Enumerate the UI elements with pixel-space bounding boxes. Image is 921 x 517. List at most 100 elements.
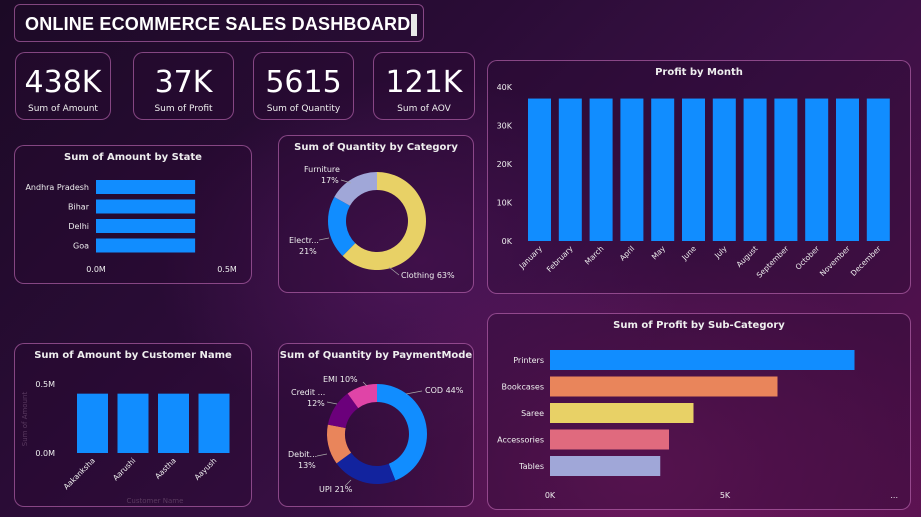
leader-line	[316, 453, 328, 457]
chart-profit-by-month[interactable]: Profit by Month 0K 10K 20K 30K 40K January Feb…	[487, 60, 911, 294]
payment-slice	[347, 384, 377, 409]
slice-label: EMI 10%	[323, 375, 358, 384]
x-tick-label: 5K	[720, 491, 731, 500]
category-donut-chart: Clothing 63% Electr... 21% Furniture 17%	[289, 165, 455, 280]
y-tick-label: 10K	[497, 199, 513, 208]
state-bar	[96, 180, 196, 194]
payment-slice	[327, 424, 352, 464]
x-tick-label: May	[650, 244, 668, 262]
leader-line	[340, 179, 352, 184]
month-bar	[774, 98, 798, 241]
slice-name: Furniture	[304, 165, 340, 174]
customer-bar	[77, 393, 108, 453]
customer-bar	[117, 393, 149, 453]
x-tick-label: April	[618, 244, 636, 262]
chart-title: Sum of Profit by Sub-Category	[613, 320, 785, 331]
category-slice	[328, 196, 356, 256]
slice-label: 21%	[299, 247, 317, 256]
x-tick-label: June	[679, 244, 698, 263]
payment-slice	[336, 452, 396, 484]
payment-donut-chart: COD 44% UPI 21% Debit... 13% Credit ... 12% EM…	[288, 375, 464, 494]
chart-amount-by-customer[interactable]: Sum of Amount by Customer Name 0.5M 0.0M S…	[14, 343, 252, 507]
x-tick-label: July	[712, 244, 729, 261]
x-tick-label: Aastha	[153, 456, 178, 481]
month-bar	[712, 98, 736, 241]
x-tick-label: December	[849, 243, 884, 278]
category-slice	[334, 172, 377, 206]
y-tick-label: 0.5M	[35, 380, 55, 389]
kpi-label: Sum of AOV	[397, 104, 451, 114]
subcategory-label: Tables	[518, 462, 544, 471]
kpi-card-profit[interactable]: 37K Sum of Profit	[133, 52, 234, 120]
kpi-value: 5615	[265, 65, 342, 100]
state-bar	[96, 219, 196, 233]
month-bar	[528, 98, 551, 241]
chart-title: Sum of Quantity by Category	[294, 142, 458, 153]
month-bar	[805, 98, 829, 241]
state-label: Delhi	[68, 222, 89, 231]
kpi-label: Sum of Quantity	[266, 104, 341, 114]
x-tick-label: November	[818, 243, 853, 278]
y-tick-label: 40K	[497, 83, 513, 92]
x-tick-label: February	[545, 244, 575, 274]
month-bar	[651, 98, 675, 241]
state-bar	[96, 238, 196, 253]
payment-slice	[377, 384, 428, 481]
category-slice	[342, 172, 426, 270]
chart-quantity-by-payment[interactable]: Sum of Quantity by PaymentMode COD 44% UP…	[278, 343, 474, 507]
x-tick-label: Aakanksha	[62, 456, 97, 491]
leader-line	[326, 401, 338, 405]
kpi-card-amount[interactable]: 438K Sum of Amount	[15, 52, 111, 120]
subcategory-bar-chart: Printers Bookcases Saree Accessories Tables 0…	[497, 350, 898, 500]
x-tick-label: March	[583, 244, 606, 267]
chart-quantity-by-category[interactable]: Sum of Quantity by Category Clothing 63%…	[278, 135, 474, 293]
x-tick-label: ...	[890, 491, 898, 500]
month-bar	[682, 98, 705, 241]
kpi-card-quantity[interactable]: 5615 Sum of Quantity	[253, 52, 354, 120]
month-bar	[743, 98, 767, 241]
chart-title: Sum of Quantity by PaymentMode	[279, 350, 473, 361]
state-label: Goa	[73, 242, 89, 251]
month-bar	[836, 98, 859, 241]
state-bar-chart: Andhra Pradesh Bihar Delhi Goa 0.0M 0.5M	[25, 180, 237, 274]
y-tick-label: 20K	[497, 160, 513, 169]
subcategory-bar	[550, 376, 778, 397]
kpi-value: 121K	[385, 65, 463, 100]
slice-label: COD 44%	[425, 386, 464, 395]
subcategory-label: Printers	[513, 356, 544, 365]
month-bar-chart: 0K 10K 20K 30K 40K January February March April M…	[497, 83, 890, 280]
y-tick-label: 30K	[497, 122, 513, 131]
slice-label: UPI 21%	[319, 485, 353, 494]
kpi-label: Sum of Amount	[28, 104, 98, 114]
y-tick-label: 0K	[502, 237, 513, 246]
x-tick-label: September	[755, 243, 791, 279]
state-label: Andhra Pradesh	[25, 183, 89, 192]
month-bar	[589, 98, 613, 241]
y-axis-title: Sum of Amount	[21, 392, 29, 447]
dashboard-title: ONLINE ECOMMERCE SALES DASHBOARD	[25, 14, 411, 34]
slice-label: 13%	[298, 461, 316, 470]
chart-title: Sum of Amount by State	[64, 152, 202, 163]
x-tick-label: October	[794, 243, 822, 271]
kpi-label: Sum of Profit	[154, 104, 213, 114]
state-label: Bihar	[68, 203, 90, 212]
text-cursor	[411, 14, 417, 36]
customer-bar	[198, 393, 230, 453]
slice-name: Debit...	[288, 450, 317, 459]
leader-line	[318, 237, 330, 241]
x-tick-label: 0K	[545, 491, 556, 500]
kpi-card-aov[interactable]: 121K Sum of AOV	[373, 52, 475, 120]
chart-title: Sum of Amount by Customer Name	[34, 350, 232, 361]
subcategory-label: Accessories	[497, 436, 544, 445]
leader-line	[344, 479, 352, 487]
kpi-value: 438K	[24, 65, 102, 100]
x-tick-label: Aarushi	[111, 456, 137, 482]
state-bar	[96, 199, 196, 214]
month-bar	[866, 98, 890, 241]
chart-profit-by-subcategory[interactable]: Sum of Profit by Sub-Category Printers Bo…	[487, 313, 911, 510]
chart-amount-by-state[interactable]: Sum of Amount by State Andhra Pradesh Bih…	[14, 145, 252, 284]
slice-label: 12%	[307, 399, 325, 408]
x-tick-label: 0.0M	[86, 265, 106, 274]
month-bar	[558, 98, 582, 241]
payment-slice	[327, 393, 359, 429]
